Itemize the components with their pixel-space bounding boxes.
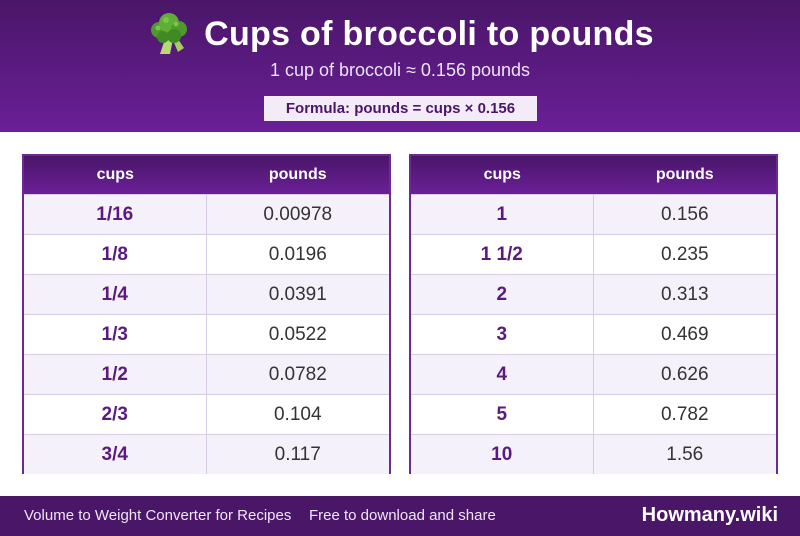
- cups-cell: 3: [411, 315, 594, 354]
- pounds-cell: 0.0522: [268, 323, 327, 345]
- table-row: 1/16 0.00978: [24, 194, 389, 234]
- pounds-cell: 0.782: [660, 403, 709, 425]
- column-header-pounds: pounds: [655, 166, 714, 183]
- cups-cell: 10: [411, 435, 594, 474]
- brand-logo-text[interactable]: Howmany.wiki: [641, 504, 778, 526]
- cups-cell: 1/3: [24, 315, 207, 354]
- page-title: Cups of broccoli to pounds: [204, 14, 654, 53]
- table-row: 1/8 0.0196: [24, 234, 389, 274]
- table-row: 1/4 0.0391: [24, 274, 389, 314]
- conversion-table-left: cups pounds 1/16 0.00978 1/8 0.0196 1/4 0.0…: [22, 154, 391, 474]
- title-row: Cups of broccoli to pounds: [0, 12, 800, 56]
- table-body: 1/16 0.00978 1/8 0.0196 1/4 0.0391 1/3 0.052…: [24, 194, 389, 474]
- cups-cell: 1/8: [24, 235, 207, 274]
- cups-cell: 1/4: [24, 275, 207, 314]
- table-row: 2/3 0.104: [24, 394, 389, 434]
- conversion-table-right: cups pounds 1 0.156 1 1/2 0.235 2 0.313 3 0.…: [409, 154, 778, 474]
- table-header: cups pounds: [411, 156, 776, 194]
- table-header: cups pounds: [24, 156, 389, 194]
- table-row: 2 0.313: [411, 274, 776, 314]
- table-body: 1 0.156 1 1/2 0.235 2 0.313 3 0.469 4 0.626 5…: [411, 194, 776, 474]
- pounds-cell: 0.00978: [263, 203, 333, 225]
- cups-cell: 5: [411, 395, 594, 434]
- table-row: 10 1.56: [411, 434, 776, 474]
- table-row: 1/3 0.0522: [24, 314, 389, 354]
- cups-cell: 2: [411, 275, 594, 314]
- column-header-cups: cups: [483, 166, 521, 183]
- table-row: 4 0.626: [411, 354, 776, 394]
- table-row: 5 0.782: [411, 394, 776, 434]
- pounds-cell: 0.117: [274, 443, 321, 465]
- column-header-cups: cups: [96, 166, 134, 183]
- footer-description: Volume to Weight Converter for Recipes: [24, 507, 292, 524]
- table-row: 3 0.469: [411, 314, 776, 354]
- pounds-cell: 0.469: [660, 323, 709, 345]
- cups-cell: 4: [411, 355, 594, 394]
- pounds-cell: 1.56: [666, 443, 704, 465]
- broccoli-icon: [146, 12, 192, 56]
- pounds-cell: 0.156: [660, 203, 709, 225]
- cups-cell: 3/4: [24, 435, 207, 474]
- column-header-pounds: pounds: [268, 166, 327, 183]
- table-row: 1 1/2 0.235: [411, 234, 776, 274]
- pounds-cell: 0.313: [660, 283, 709, 305]
- table-row: 3/4 0.117: [24, 434, 389, 474]
- cups-cell: 2/3: [24, 395, 207, 434]
- pounds-cell: 0.0782: [268, 363, 327, 385]
- formula-badge: Formula: pounds = cups × 0.156: [264, 96, 537, 121]
- pounds-cell: 0.235: [660, 243, 709, 265]
- table-row: 1 0.156: [411, 194, 776, 234]
- footer-tagline: Free to download and share: [309, 507, 496, 524]
- pounds-cell: 0.0196: [268, 243, 327, 265]
- cups-cell: 1: [411, 195, 594, 234]
- cups-cell: 1/16: [24, 195, 207, 234]
- table-row: 1/2 0.0782: [24, 354, 389, 394]
- pounds-cell: 0.0391: [268, 283, 327, 305]
- header-banner: Cups of broccoli to pounds 1 cup of broc…: [0, 0, 800, 132]
- cups-cell: 1/2: [24, 355, 207, 394]
- pounds-cell: 0.626: [660, 363, 709, 385]
- cups-cell: 1 1/2: [411, 235, 594, 274]
- pounds-cell: 0.104: [273, 403, 322, 425]
- footer-bar: Volume to Weight Converter for Recipes F…: [0, 496, 800, 536]
- conversion-subtitle: 1 cup of broccoli ≈ 0.156 pounds: [269, 60, 531, 80]
